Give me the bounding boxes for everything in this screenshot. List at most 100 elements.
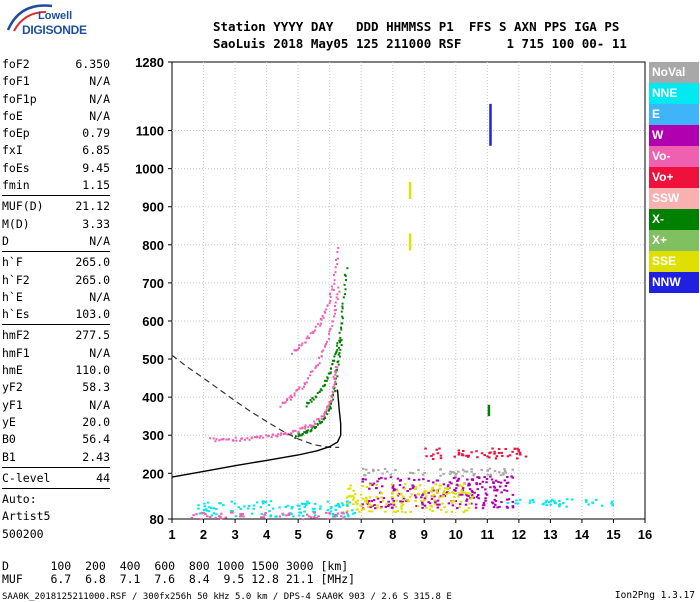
param-value: 6.85 <box>82 143 110 158</box>
trace-point <box>298 347 301 350</box>
echo-point <box>465 494 469 497</box>
trace-point <box>297 435 300 438</box>
trace-point <box>312 331 315 334</box>
trace-point <box>310 426 313 429</box>
param-value: 110.0 <box>75 363 110 378</box>
param-row: D N/A <box>2 233 110 250</box>
param-row: h`F 265.0 <box>2 254 110 271</box>
trace-point <box>326 376 329 379</box>
echo-point <box>339 515 343 518</box>
trace-point <box>336 342 339 345</box>
echo-point <box>391 485 395 488</box>
trace-point <box>306 377 309 380</box>
echo-point <box>352 496 356 499</box>
echo-point <box>484 488 487 491</box>
trace-point <box>325 406 328 409</box>
trace-point <box>322 415 325 418</box>
param-value: N/A <box>89 345 110 360</box>
echo-point <box>463 470 467 473</box>
echo-point <box>372 499 376 502</box>
echo-point <box>368 496 372 499</box>
echo-point <box>384 510 387 513</box>
echo-point <box>301 518 305 521</box>
trace-point <box>300 434 303 437</box>
echo-point <box>466 455 470 458</box>
muf-table: D 100 200 400 600 800 1000 1500 3000 [km… <box>2 560 355 586</box>
echo-point <box>352 489 355 492</box>
echo-point <box>376 506 379 509</box>
echo-point <box>511 506 515 509</box>
trace-point <box>303 382 306 385</box>
x-tick-label: 9 <box>421 527 428 542</box>
trace-point <box>341 315 344 318</box>
echo-point <box>364 499 367 502</box>
x-tick-label: 10 <box>449 527 463 542</box>
y-tick-label: 200 <box>142 466 164 481</box>
echo-point <box>459 500 463 503</box>
header-values: SaoLuis 2018 May05 125 211000 RSF 1 715 … <box>213 36 627 51</box>
echo-point <box>492 506 496 509</box>
echo-point <box>422 499 426 502</box>
echo-point <box>346 513 350 516</box>
echo-point <box>255 501 259 504</box>
echo-point <box>379 501 383 504</box>
echo-point <box>362 467 365 470</box>
echo-point <box>326 509 330 512</box>
trace-point <box>338 290 341 293</box>
echo-point <box>472 473 476 476</box>
echo-point <box>488 456 491 459</box>
trace-point <box>308 337 311 340</box>
echo-point <box>511 450 514 453</box>
param-value: N/A <box>89 108 110 123</box>
echo-point <box>260 516 263 519</box>
trace-point <box>316 423 319 426</box>
echo-point <box>209 506 213 509</box>
param-value: 44 <box>96 470 110 485</box>
x-tick-label: 12 <box>512 527 526 542</box>
echo-point <box>515 457 519 460</box>
echo-point <box>447 502 451 505</box>
trace-point <box>340 322 343 325</box>
trace-point <box>316 363 319 366</box>
param-row: yE 20.0 <box>2 414 110 431</box>
echo-point <box>504 471 508 474</box>
param-separator <box>2 488 110 490</box>
echo-point <box>554 502 558 505</box>
echo-point <box>467 507 471 510</box>
trace-point <box>209 437 212 440</box>
param-row: h`F2 265.0 <box>2 272 110 289</box>
echo-point <box>231 510 234 513</box>
y-tick-label: 700 <box>142 276 164 291</box>
echo-point <box>477 476 481 479</box>
echo-point <box>379 507 383 510</box>
trace-point <box>330 402 333 405</box>
trace-point <box>334 353 337 356</box>
echo-point <box>311 510 315 513</box>
echo-point <box>439 474 442 477</box>
echo-point <box>447 491 451 494</box>
echo-point <box>204 513 207 516</box>
echo-point <box>376 480 379 483</box>
echo-point <box>399 500 402 503</box>
echo-point <box>433 495 436 498</box>
echo-point <box>483 454 486 457</box>
echo-point <box>456 507 459 510</box>
trace-point <box>345 279 348 282</box>
y-tick-label: 1100 <box>136 124 164 139</box>
trace-point <box>330 399 333 402</box>
echo-point <box>477 497 480 500</box>
trace-point <box>340 326 343 329</box>
echo-point <box>382 497 386 500</box>
trace-point <box>334 370 337 373</box>
trace-point <box>255 436 258 439</box>
echo-point <box>457 484 460 487</box>
echo-point <box>237 506 240 509</box>
echo-point <box>439 468 442 471</box>
trace-point <box>220 438 223 441</box>
echo-point <box>457 495 460 498</box>
trace-point <box>333 387 336 390</box>
echo-point <box>401 499 405 502</box>
echo-point <box>504 448 507 451</box>
echo-point <box>485 493 489 496</box>
echo-point <box>414 486 418 489</box>
